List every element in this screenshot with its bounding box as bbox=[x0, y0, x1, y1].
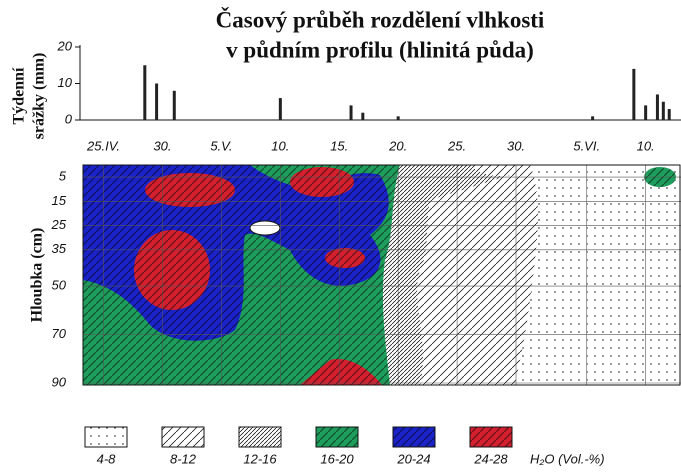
bar bbox=[396, 116, 400, 120]
legend-swatch bbox=[238, 426, 282, 448]
legend-swatch bbox=[392, 426, 436, 448]
legend-label: 24-28 bbox=[473, 451, 508, 466]
bar bbox=[655, 94, 659, 120]
region bbox=[325, 248, 365, 268]
x-tick-label: 5.VI. bbox=[573, 138, 600, 153]
chart-title: Časový průběh rozdělení vlhkosti bbox=[216, 6, 545, 32]
y-tick-label: 15 bbox=[52, 193, 67, 208]
bar bbox=[632, 68, 636, 120]
bar bbox=[155, 83, 159, 120]
x-tick-label: 30. bbox=[507, 138, 525, 153]
region bbox=[145, 173, 235, 207]
region bbox=[300, 359, 382, 385]
y-tick-label: 20 bbox=[57, 38, 73, 53]
legend-swatch bbox=[469, 426, 513, 448]
bar bbox=[361, 112, 365, 120]
bar bbox=[591, 116, 595, 120]
bar bbox=[667, 109, 671, 120]
legend-title: H₂O (Vol.-%) bbox=[530, 451, 605, 466]
region bbox=[290, 167, 354, 197]
y-tick-label: 10 bbox=[58, 75, 73, 90]
y-axis-label: Hloubka (cm) bbox=[29, 228, 46, 323]
x-tick-label: 30. bbox=[153, 138, 171, 153]
x-tick-label: 25. bbox=[447, 138, 466, 153]
isopleth-map bbox=[83, 165, 681, 385]
bar bbox=[661, 101, 665, 120]
x-tick-label: 25.IV. bbox=[86, 138, 120, 153]
x-tick-label: 10. bbox=[271, 138, 289, 153]
region bbox=[249, 220, 281, 236]
y-tick-label: 90 bbox=[52, 374, 67, 389]
legend-label: 16-20 bbox=[320, 451, 354, 466]
legend-label: 8-12 bbox=[170, 451, 197, 466]
region bbox=[134, 230, 210, 310]
legend-label: 4-8 bbox=[97, 451, 117, 466]
legend-swatch bbox=[315, 426, 359, 448]
region bbox=[417, 165, 538, 385]
y-tick-label: 50 bbox=[52, 278, 67, 293]
x-tick-label: 15. bbox=[330, 138, 348, 153]
x-tick-label: 20. bbox=[388, 138, 407, 153]
plot-frame bbox=[82, 164, 681, 386]
y-axis-label: Týdenní bbox=[11, 67, 28, 124]
legend-label: 12-16 bbox=[243, 451, 277, 466]
bar bbox=[644, 105, 648, 120]
region bbox=[382, 165, 520, 385]
chart-title: v půdním profilu (hlinitá půda) bbox=[226, 37, 534, 62]
x-tick-label: 10. bbox=[637, 138, 655, 153]
y-tick-label: 25 bbox=[51, 217, 67, 232]
bar bbox=[278, 98, 282, 120]
y-tick-label: 35 bbox=[52, 241, 67, 256]
legend-swatch bbox=[84, 426, 128, 448]
bar bbox=[143, 65, 147, 120]
bar bbox=[172, 90, 176, 120]
y-tick-label: 70 bbox=[52, 326, 67, 341]
y-axis-label: srážky (mm) bbox=[31, 53, 48, 140]
x-tick-label: 5.V. bbox=[210, 138, 232, 153]
bar bbox=[349, 105, 353, 120]
legend-swatch bbox=[161, 426, 205, 448]
y-tick-label: 0 bbox=[65, 111, 73, 126]
y-tick-label: 5 bbox=[59, 169, 67, 184]
legend-label: 20-24 bbox=[396, 451, 430, 466]
